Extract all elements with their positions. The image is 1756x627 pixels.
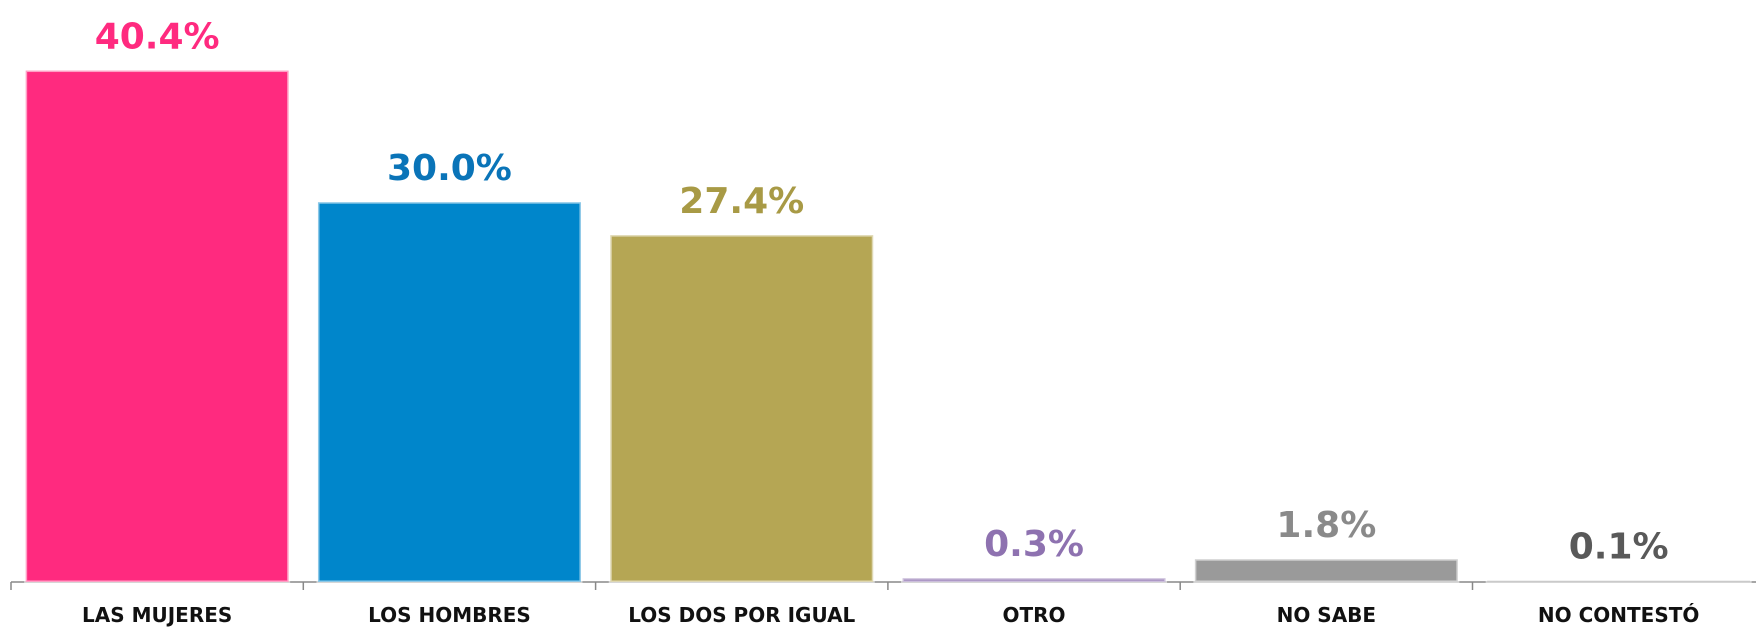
- x-tick-label: OTRO: [1003, 603, 1066, 627]
- value-label: 0.3%: [984, 524, 1084, 565]
- value-label: 1.8%: [1276, 505, 1376, 546]
- bar: [608, 233, 875, 584]
- bar: [24, 69, 291, 584]
- bar: [316, 200, 583, 584]
- bar: [1485, 579, 1752, 584]
- value-label: 30.0%: [387, 148, 512, 189]
- x-tick-label: LAS MUJERES: [82, 603, 232, 627]
- x-tick-label: NO SABE: [1277, 603, 1377, 627]
- x-tick-label: LOS DOS POR IGUAL: [628, 603, 855, 627]
- bar: [1193, 557, 1460, 584]
- x-tick-label: LOS HOMBRES: [368, 603, 531, 627]
- value-label: 27.4%: [679, 181, 804, 222]
- value-label: 40.4%: [95, 17, 220, 58]
- value-label: 0.1%: [1569, 527, 1669, 568]
- bar: [901, 576, 1168, 584]
- x-tick-label: NO CONTESTÓ: [1538, 603, 1699, 627]
